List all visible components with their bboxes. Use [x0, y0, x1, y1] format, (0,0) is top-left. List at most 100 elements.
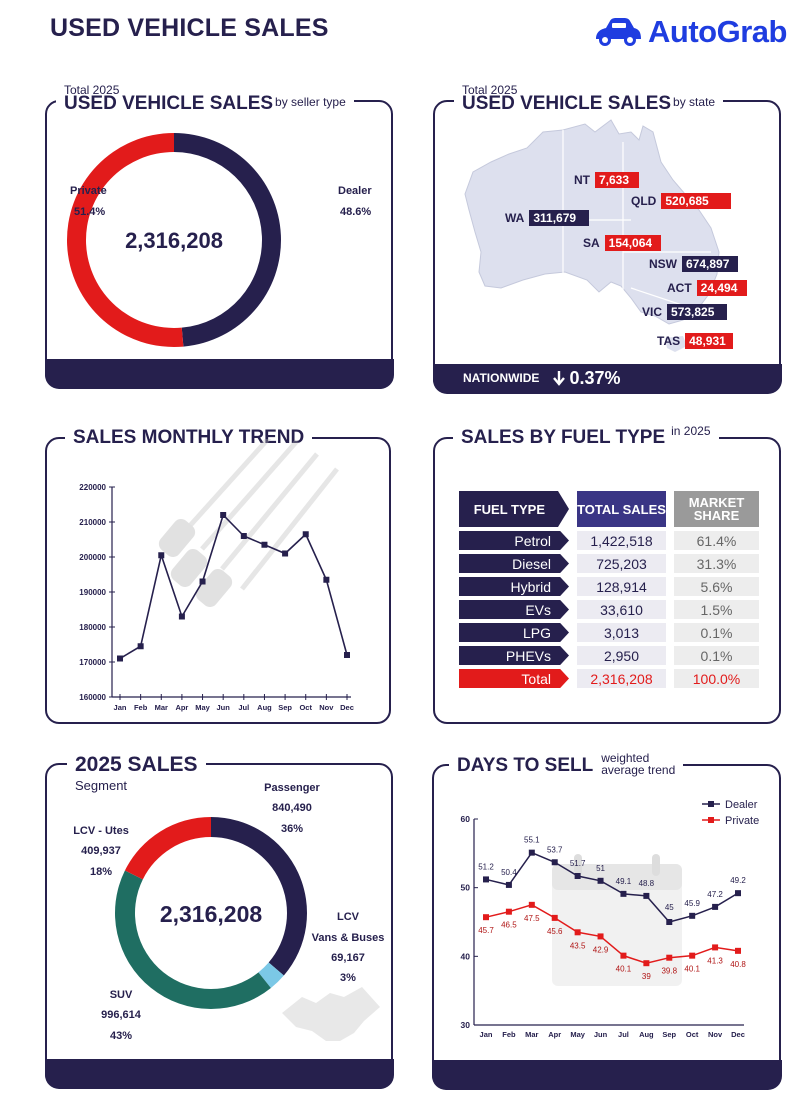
days-point-dealer	[597, 877, 604, 884]
page-title: USED VEHICLE SALES	[50, 14, 329, 42]
days-data-label: 51.7	[570, 859, 586, 868]
passenger-pct: 36%	[281, 823, 303, 835]
nationwide-label: NATIONWIDE	[463, 371, 540, 385]
dealer-label: Dealer	[338, 185, 372, 197]
donut-slice-suv	[114, 870, 271, 1009]
y-tick-label: 170000	[79, 658, 106, 667]
days-point-private	[712, 944, 719, 951]
days-point-dealer	[620, 890, 627, 897]
state-tag-qld: QLD 520,685	[631, 193, 732, 209]
days-point-private	[689, 952, 696, 959]
days-data-label: 51.2	[478, 862, 494, 871]
x-tick-label: Sep	[278, 703, 292, 712]
days-data-label: 55.1	[524, 836, 540, 845]
legend-dealer: Dealer	[725, 799, 758, 811]
nationwide-change: 0.37%	[569, 367, 621, 388]
x-tick-label: Mar	[525, 1030, 538, 1039]
days-point-dealer	[551, 859, 558, 866]
y-tick-label: 190000	[79, 588, 106, 597]
down-arrow-icon	[553, 371, 566, 386]
private-label: Private	[70, 185, 107, 197]
x-tick-label: Nov	[708, 1030, 723, 1039]
days-point-private	[643, 960, 650, 967]
fuel-row: LPG 3,013 0.1%	[459, 623, 759, 642]
fuel-header-type: FUEL TYPE	[459, 491, 569, 527]
fuel-sales-cell: 1,422,518	[577, 531, 666, 550]
nationwide-bar: NATIONWIDE 0.37%	[463, 365, 620, 391]
fuel-share-cell: 5.6%	[674, 577, 759, 596]
fuel-share-cell: 31.3%	[674, 554, 759, 573]
x-tick-label: Feb	[502, 1030, 516, 1039]
fuel-row: Petrol 1,422,518 61.4%	[459, 531, 759, 550]
days-data-label: 45	[665, 903, 674, 912]
state-panel-title: USED VEHICLE SALES by state	[454, 94, 724, 113]
y-tick-label: 210000	[79, 518, 106, 527]
fuel-type-cell: Diesel	[459, 554, 569, 573]
suv-pct: 43%	[110, 1030, 132, 1042]
fuel-row: Total 2,316,208 100.0%	[459, 669, 759, 688]
seller-total: 2,316,208	[125, 228, 223, 253]
x-tick-label: Oct	[686, 1030, 699, 1039]
x-tick-label: Dec	[340, 703, 354, 712]
x-tick-label: Apr	[548, 1030, 561, 1039]
monthly-sales-line	[119, 513, 348, 660]
calendar-icon	[552, 854, 682, 986]
days-data-label: 45.6	[547, 927, 563, 936]
days-point-private	[505, 908, 512, 915]
monthly-point	[302, 531, 309, 538]
x-tick-label: Aug	[639, 1030, 654, 1039]
suv-value: 996,614	[101, 1009, 142, 1021]
seller-donut-chart: 2,316,208 Private 51.4% Dealer 48.6%	[67, 133, 372, 347]
x-tick-label: May	[195, 703, 210, 712]
seller-kicker: Total 2025	[64, 83, 120, 97]
days-line-dealer	[485, 851, 739, 923]
seller-type-panel: Total 2025 USED VEHICLE SALES by seller t…	[44, 83, 394, 389]
days-point-dealer	[735, 890, 741, 897]
x-tick-label: Jun	[217, 703, 231, 712]
x-tick-label: Jan	[114, 703, 127, 712]
fuel-share-cell: 1.5%	[674, 600, 759, 619]
vans-pct: 3%	[340, 972, 356, 984]
donut-slice-vans	[258, 962, 284, 989]
days-data-label: 43.5	[570, 941, 586, 950]
private-pct: 51.4%	[74, 206, 105, 218]
donut-slice-utes	[124, 817, 211, 880]
y-tick-label: 180000	[79, 623, 106, 632]
fuel-sales-cell: 128,914	[577, 577, 666, 596]
state-tag-act: ACT 24,494	[667, 280, 747, 296]
vans-name-2: Vans & Buses	[312, 932, 385, 944]
monthly-point	[158, 552, 165, 559]
handshake-icon	[282, 987, 380, 1041]
brand-logo: AutoGrab	[592, 14, 787, 49]
days-data-label: 42.9	[593, 945, 609, 954]
segment-panel: 2025 SALES Segment 2,316,208 Passenger 8…	[44, 754, 394, 1089]
fuel-sales-cell: 2,950	[577, 646, 666, 665]
days-point-private	[620, 952, 627, 959]
days-data-label: 48.8	[639, 879, 655, 888]
days-data-label: 53.7	[547, 845, 563, 854]
y-tick-label: 220000	[79, 483, 106, 492]
monthly-trend-chart: 160000 170000 180000 190000 200000 210000 2200…	[79, 439, 354, 712]
y-tick-label: 30	[461, 1020, 471, 1030]
fuel-type-cell: PHEVs	[459, 646, 569, 665]
fuel-header-sales: TOTAL SALES	[577, 491, 666, 527]
days-line-private	[485, 904, 739, 964]
days-point-private	[735, 947, 741, 954]
fuel-type-cell: LPG	[459, 623, 569, 642]
days-point-private	[483, 914, 489, 921]
x-tick-label: Jul	[238, 703, 249, 712]
monthly-panel-title: SALES MONTHLY TREND	[65, 428, 313, 447]
fuel-row: Hybrid 128,914 5.6%	[459, 577, 759, 596]
passenger-value: 840,490	[272, 802, 312, 814]
x-tick-label: Apr	[175, 703, 188, 712]
fuel-sales-cell: 33,610	[577, 600, 666, 619]
days-legend: Dealer Private	[702, 799, 759, 827]
fuel-type-cell: Hybrid	[459, 577, 569, 596]
x-tick-label: May	[570, 1030, 585, 1039]
days-data-label: 41.3	[707, 956, 723, 965]
days-data-label: 39.8	[661, 967, 677, 976]
state-kicker: Total 2025	[462, 83, 518, 97]
days-point-dealer	[505, 881, 512, 888]
monthly-point	[178, 613, 185, 620]
state-tag-nsw: NSW 674,897	[649, 256, 738, 272]
